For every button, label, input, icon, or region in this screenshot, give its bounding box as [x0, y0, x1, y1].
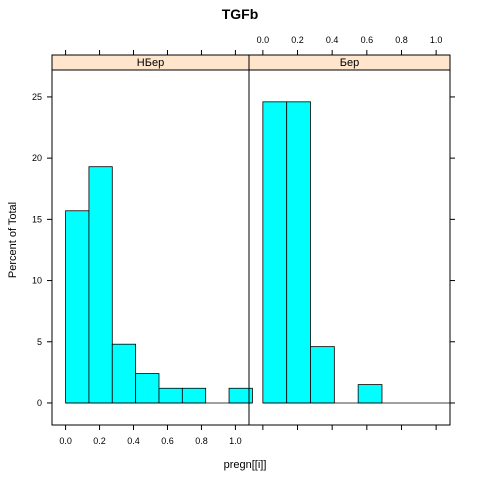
y-tick-label-1: 5: [37, 337, 42, 347]
y-tick-label-4: 20: [32, 153, 42, 163]
x-tick-label-bottom-2: 0.4: [127, 436, 140, 446]
bar-panel-1-bin-4: [135, 373, 160, 404]
bar-panel-2-bin-1: [262, 101, 288, 404]
bar-panel-1-bin-3: [111, 343, 137, 404]
x-tick-label-bottom-4: 0.8: [195, 436, 208, 446]
y-tick-label-3: 15: [32, 214, 42, 224]
x-tick-label-top-0: 0.0: [257, 35, 270, 45]
bar-panel-2-bin-5: [357, 384, 383, 404]
x-tick-label-bottom-1: 0.2: [93, 436, 106, 446]
strip-label-panel-2: Бер: [340, 57, 359, 69]
y-tick-label-0: 0: [37, 398, 42, 408]
bar-panel-1-bin-2: [88, 166, 113, 404]
chart-title: TGFb: [222, 6, 259, 22]
strip-label-panel-1: НБер: [137, 57, 164, 69]
x-tick-label-top-1: 0.2: [291, 35, 304, 45]
x-tick-label-top-2: 0.4: [326, 35, 339, 45]
panels-layer: НБер 0.0 0.2 0.4 0.6 0.8 1.0 Бер 0.0 0.2 0.4 0.6 0.8…: [32, 35, 455, 446]
bar-panel-1-bin-5: [158, 387, 183, 404]
x-tick-label-bottom-0: 0.0: [59, 436, 72, 446]
x-axis-label: pregn[[i]]: [224, 459, 267, 471]
x-tick-label-top-3: 0.6: [361, 35, 374, 45]
bar-panel-2-bin-2: [286, 101, 311, 404]
bar-panel-2-bin-3: [310, 346, 335, 404]
x-tick-label-bottom-5: 1.0: [229, 436, 242, 446]
x-tick-label-bottom-3: 0.6: [161, 436, 174, 446]
y-tick-label-2: 10: [32, 276, 42, 286]
y-axis-label: Percent of Total: [7, 202, 19, 278]
panel-frame-2: [248, 69, 451, 426]
bar-panel-1-bin-1: [65, 210, 90, 404]
x-tick-label-top-4: 0.8: [395, 35, 408, 45]
bar-panel-1-bin-6: [181, 387, 207, 404]
x-tick-label-top-5: 1.0: [430, 35, 443, 45]
y-tick-label-5: 25: [32, 92, 42, 102]
